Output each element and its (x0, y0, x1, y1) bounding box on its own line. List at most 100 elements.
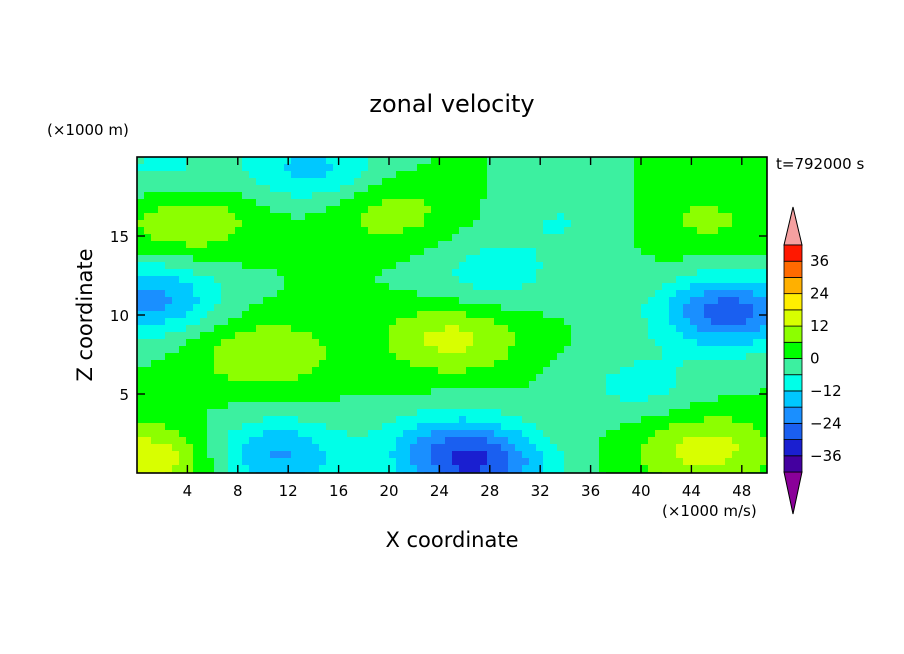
contour-cell (326, 276, 334, 284)
contour-cell (564, 374, 572, 382)
contour-cell (690, 458, 698, 466)
contour-cell (277, 290, 285, 298)
contour-cell (760, 465, 767, 473)
contour-cell (277, 227, 285, 235)
contour-cell (333, 283, 341, 291)
contour-cell (508, 423, 516, 431)
contour-cell (634, 276, 642, 284)
contour-cell (424, 332, 432, 340)
contour-cell (256, 262, 264, 270)
contour-cell (382, 206, 390, 214)
contour-cell (480, 388, 488, 396)
contour-cell (207, 220, 215, 228)
contour-cell (417, 416, 425, 424)
contour-cell (564, 164, 572, 172)
contour-cell (361, 290, 369, 298)
chart-title: zonal velocity (369, 90, 534, 118)
contour-cell (536, 283, 544, 291)
contour-cell (431, 423, 439, 431)
contour-cell (200, 402, 208, 410)
contour-cell (284, 360, 292, 368)
contour-cell (312, 213, 320, 221)
contour-cell (669, 332, 677, 340)
contour-cell (648, 423, 656, 431)
contour-cell (564, 409, 572, 417)
contour-cell (641, 262, 649, 270)
contour-cell (396, 276, 404, 284)
contour-cell (403, 157, 411, 165)
contour-cell (480, 248, 488, 256)
contour-cell (389, 374, 397, 382)
contour-cell (473, 353, 481, 361)
contour-cell (326, 374, 334, 382)
contour-cell (270, 374, 278, 382)
contour-cell (711, 241, 719, 249)
contour-cell (235, 332, 243, 340)
contour-cell (256, 241, 264, 249)
contour-cell (466, 318, 474, 326)
contour-cell (242, 325, 250, 333)
contour-cell (613, 402, 621, 410)
contour-cell (690, 199, 698, 207)
contour-cell (284, 304, 292, 312)
contour-cell (473, 430, 481, 438)
contour-cell (627, 304, 635, 312)
contour-cell (361, 360, 369, 368)
contour-cell (424, 444, 432, 452)
contour-cell (725, 199, 733, 207)
contour-cell (543, 178, 551, 186)
contour-cell (557, 451, 565, 459)
contour-cell (599, 269, 607, 277)
contour-cell (249, 423, 257, 431)
contour-cell (445, 402, 453, 410)
contour-cell (599, 199, 607, 207)
contour-cell (354, 220, 362, 228)
contour-cell (550, 262, 558, 270)
contour-cell (599, 367, 607, 375)
contour-cell (172, 297, 180, 305)
contour-cell (529, 227, 537, 235)
contour-cell (529, 185, 537, 193)
contour-cell (585, 318, 593, 326)
contour-cell (312, 318, 320, 326)
contour-cell (221, 304, 229, 312)
contour-cell (711, 248, 719, 256)
contour-cell (676, 276, 684, 284)
contour-cell (326, 353, 334, 361)
contour-cell (753, 220, 761, 228)
contour-cell (571, 178, 579, 186)
contour-cell (711, 444, 719, 452)
contour-cell (368, 395, 376, 403)
contour-cell (613, 304, 621, 312)
contour-cell (424, 360, 432, 368)
contour-cell (620, 353, 628, 361)
contour-cell (333, 199, 341, 207)
contour-cell (312, 199, 320, 207)
contour-cell (655, 353, 663, 361)
contour-cell (536, 269, 544, 277)
contour-cell (368, 444, 376, 452)
contour-cell (690, 311, 698, 319)
contour-cell (487, 262, 495, 270)
contour-cell (746, 262, 754, 270)
contour-cell (536, 304, 544, 312)
contour-cell (557, 171, 565, 179)
contour-cell (158, 234, 166, 242)
contour-cell (690, 157, 698, 165)
contour-cell (501, 367, 509, 375)
contour-cell (445, 360, 453, 368)
contour-cell (347, 262, 355, 270)
contour-cell (179, 248, 187, 256)
contour-cell (396, 199, 404, 207)
contour-cell (389, 290, 397, 298)
contour-cell (459, 178, 467, 186)
contour-cell (193, 220, 201, 228)
contour-cell (480, 318, 488, 326)
contour-cell (193, 227, 201, 235)
contour-cell (711, 290, 719, 298)
contour-cell (585, 325, 593, 333)
contour-cell (158, 241, 166, 249)
contour-cell (200, 325, 208, 333)
contour-cell (487, 255, 495, 263)
x-unit-label: (×1000 m/s) (662, 502, 757, 520)
